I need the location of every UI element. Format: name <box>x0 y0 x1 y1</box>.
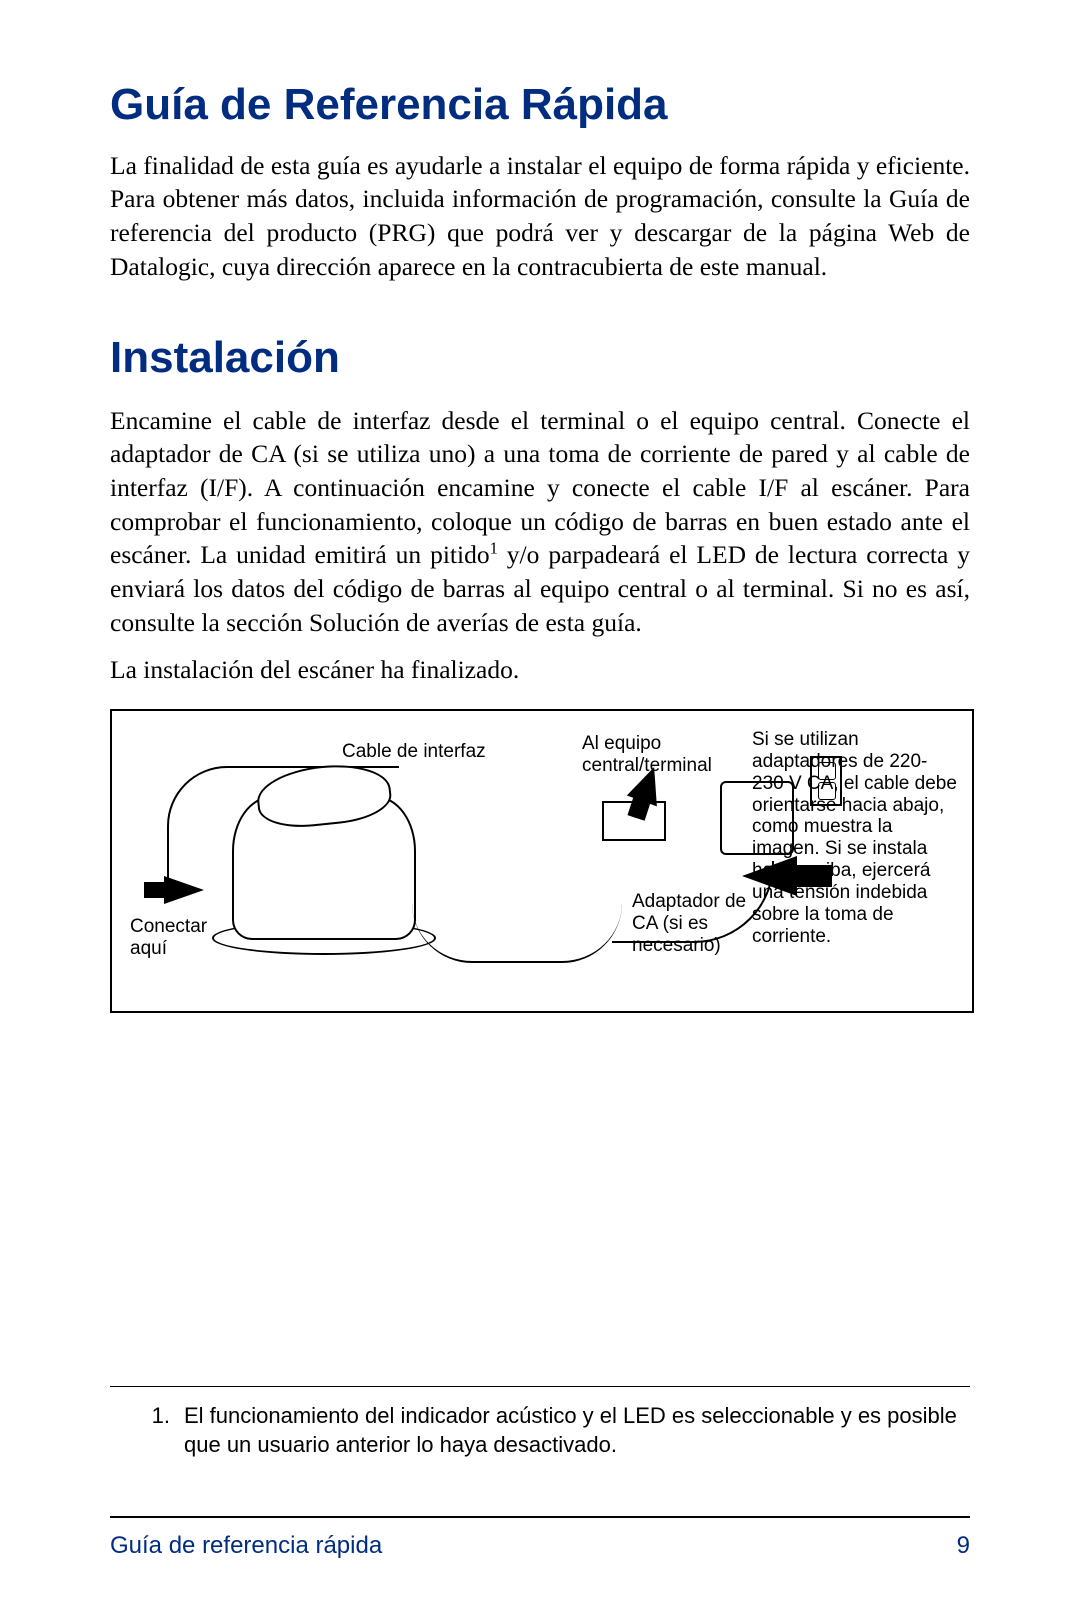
footer-title: Guía de referencia rápida <box>110 1532 382 1560</box>
arrow-connect-icon <box>164 876 204 904</box>
footnote-number: 1. <box>110 1401 184 1460</box>
label-host: Al equipo central/terminal <box>582 733 732 777</box>
install-paragraph-1: Encamine el cable de interfaz desde el t… <box>110 404 970 640</box>
page-title: Guía de Referencia Rápida <box>110 80 970 131</box>
page: Guía de Referencia Rápida La finalidad d… <box>0 0 1080 1620</box>
label-voltage-note: Si se utilizan adaptadores de 220-230 V … <box>752 729 957 947</box>
footer-rule <box>110 1516 970 1518</box>
label-connect: Conectar aquí <box>130 916 230 960</box>
footer-line: Guía de referencia rápida 9 <box>110 1532 970 1560</box>
section-title-instalacion: Instalación <box>110 333 970 384</box>
label-adapter: Adaptador de CA (si es necesario) <box>632 891 752 957</box>
footer-page-number: 9 <box>957 1532 970 1560</box>
cable-to-host-line <box>412 901 622 963</box>
label-cable: Cable de interfaz <box>342 741 486 763</box>
installation-diagram: Cable de interfaz Conectar aquí Al equip… <box>110 709 974 1013</box>
footnote-rule <box>110 1386 970 1387</box>
install-paragraph-2: La instalación del escáner ha finalizado… <box>110 653 970 687</box>
page-footer: Guía de referencia rápida 9 <box>110 1516 970 1560</box>
footnote-marker: 1 <box>490 539 498 558</box>
footnote-text: El funcionamiento del indicador acústico… <box>184 1401 970 1460</box>
intro-paragraph: La finalidad de esta guía es ayudarle a … <box>110 149 970 284</box>
footnote-block: 1. El funcionamiento del indicador acúst… <box>110 1386 970 1460</box>
footnote-row: 1. El funcionamiento del indicador acúst… <box>110 1401 970 1460</box>
